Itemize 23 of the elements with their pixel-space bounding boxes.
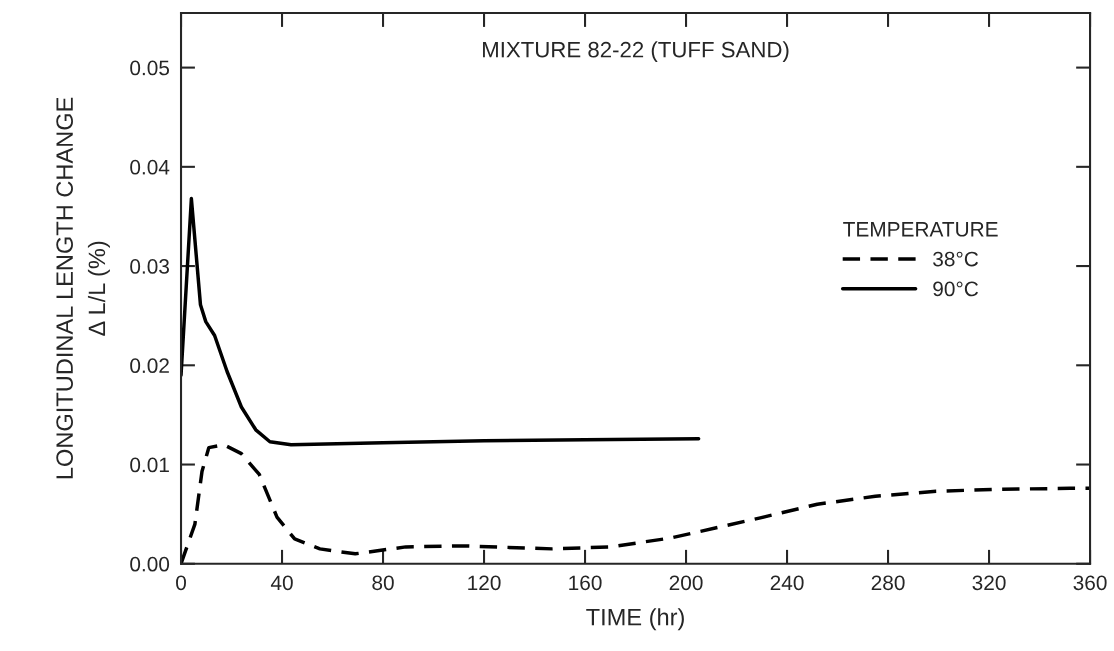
y-tick-label: 0.04 (130, 159, 170, 175)
y-tick-label: 0.01 (130, 457, 169, 473)
x-tick-label: 120 (468, 575, 501, 591)
y-tick-label: 0.02 (130, 358, 169, 374)
legend-title: TEMPERATURE (843, 222, 998, 237)
line-series (181, 196, 701, 447)
x-tick-label: 280 (871, 575, 905, 591)
y-tick-label: 0.00 (130, 556, 170, 572)
x-tick-label: 200 (669, 575, 703, 591)
y-tick-label: 0.03 (130, 259, 169, 274)
legend-label: 90°C (933, 281, 979, 297)
x-tick-label: 80 (372, 575, 394, 591)
y-axis-title: LONGITUDINAL LENGTH CHANGE Δ L/L (%) (56, 97, 110, 479)
text: MIXTURE 82-22 (TUFF SAND) (483, 41, 789, 62)
x-tick-label: 40 (270, 575, 293, 591)
y-tick-label: 0.05 (130, 60, 170, 76)
x-tick-label: 240 (770, 575, 804, 591)
x-tick-label: 360 (1073, 575, 1107, 591)
x-tick-label: 160 (569, 575, 602, 591)
x-tick-label: 0 (176, 575, 186, 591)
x-tick-label: 320 (972, 575, 1006, 591)
x-axis-title: TIME (hr) (586, 608, 684, 631)
legend-label: 38°C (933, 251, 979, 267)
